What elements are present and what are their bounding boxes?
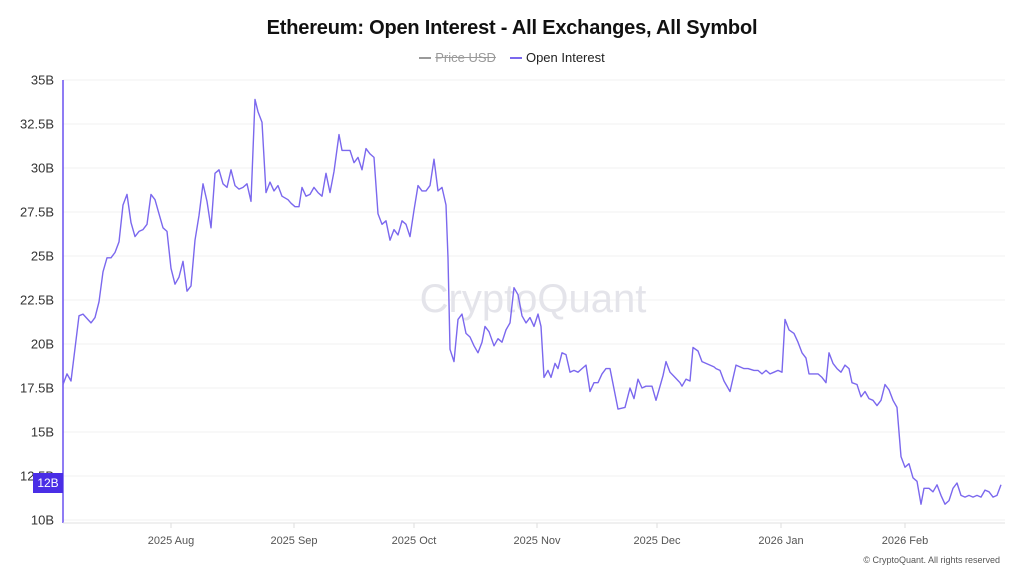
x-tick-label: 2026 Feb bbox=[881, 535, 929, 547]
y-tick-label: 20B bbox=[30, 336, 54, 352]
y-tick-label: 35B bbox=[30, 72, 54, 88]
legend-item-open-interest[interactable]: Open Interest bbox=[509, 50, 605, 65]
y-tick-label: 25B bbox=[30, 248, 54, 264]
gridlines bbox=[63, 79, 1005, 521]
y-tick-label: 30B bbox=[30, 160, 54, 176]
x-tick-label: 2025 Sep bbox=[270, 535, 318, 547]
legend-label: Price USD bbox=[435, 50, 496, 65]
current-value-badge: 12B bbox=[33, 473, 63, 493]
open-interest-line bbox=[62, 98, 1002, 505]
y-tick-label: 17.5B bbox=[20, 380, 54, 396]
y-tick-label: 22.5B bbox=[20, 292, 54, 308]
legend: Price USD Open Interest bbox=[0, 50, 1024, 65]
x-ticks bbox=[170, 523, 906, 528]
x-tick-label: 2025 Aug bbox=[147, 535, 195, 547]
chart-title: Ethereum: Open Interest - All Exchanges,… bbox=[266, 17, 758, 39]
copyright-footer: © CryptoQuant. All rights reserved bbox=[863, 555, 1000, 565]
y-tick-label: 32.5B bbox=[20, 116, 54, 132]
y-tick-label: 15B bbox=[30, 424, 54, 440]
x-tick-label: 2025 Nov bbox=[513, 535, 561, 547]
x-tick-label: 2026 Jan bbox=[758, 535, 804, 547]
y-tick-label: 10B bbox=[30, 512, 54, 528]
legend-swatch-icon bbox=[509, 56, 522, 59]
legend-swatch-icon bbox=[419, 56, 432, 59]
legend-label: Open Interest bbox=[525, 50, 605, 65]
watermark: CryptoQuant bbox=[420, 277, 647, 321]
legend-item-price-usd[interactable]: Price USD bbox=[419, 50, 496, 65]
y-tick-label: 27.5B bbox=[20, 204, 54, 220]
x-tick-label: 2025 Dec bbox=[633, 535, 681, 547]
x-tick-label: 2025 Oct bbox=[391, 535, 437, 547]
